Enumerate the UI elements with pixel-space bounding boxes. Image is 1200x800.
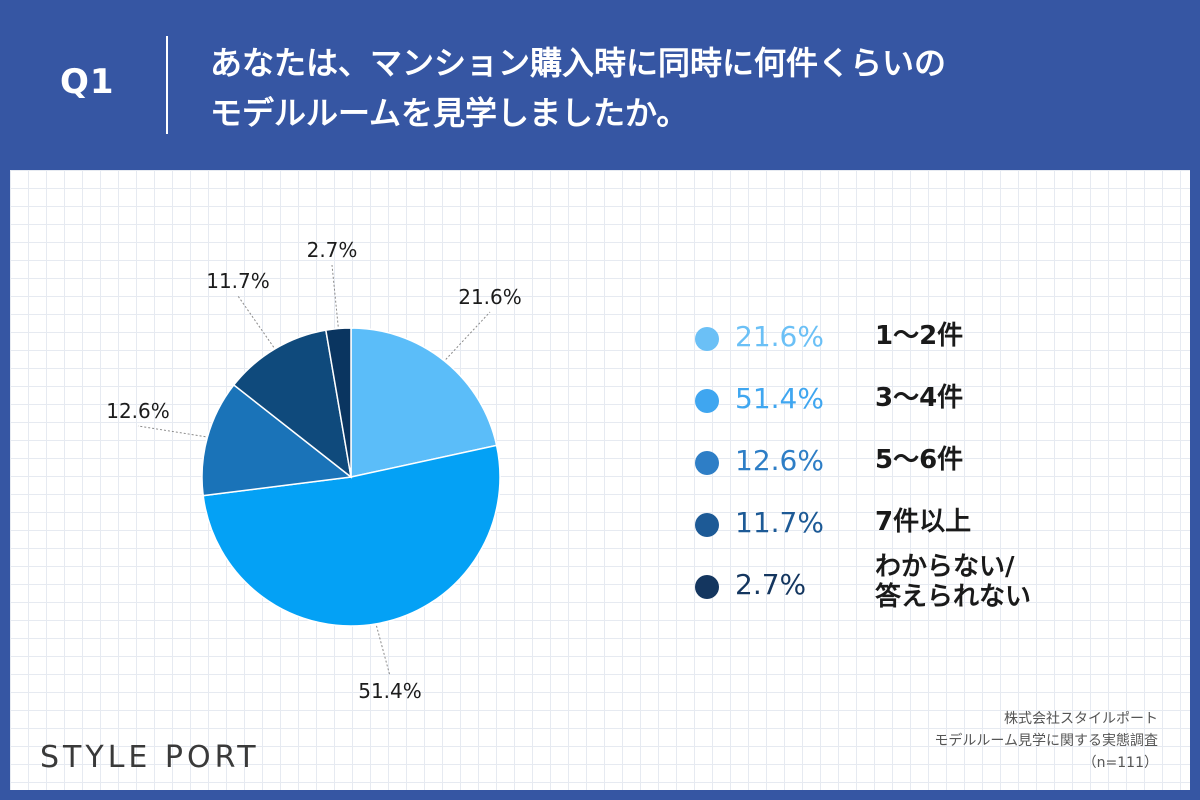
legend-dot-icon bbox=[695, 389, 719, 413]
legend-item: 2.7% わからない/ 答えられない bbox=[695, 552, 1115, 612]
leader-lines bbox=[137, 264, 491, 677]
pie-slices bbox=[201, 327, 501, 627]
legend-item: 21.6% 1〜2件 bbox=[695, 318, 1115, 358]
pie-slice bbox=[232, 329, 353, 479]
header-banner: Q1 あなたは、マンション購入時に同時に何件くらいの モデルルームを見学しました… bbox=[0, 0, 1200, 170]
pie-data-label: 2.7% bbox=[307, 238, 358, 262]
legend-category: 7件以上 bbox=[875, 507, 971, 537]
legend-category-line: 3〜4件 bbox=[875, 383, 964, 413]
question-title-line-1: あなたは、マンション購入時に同時に何件くらいの bbox=[210, 44, 947, 82]
pie-data-label: 21.6% bbox=[458, 285, 522, 309]
leader-line bbox=[237, 295, 275, 348]
legend-category-line: 答えられない bbox=[875, 582, 1032, 612]
legend-category-line: 5〜6件 bbox=[875, 445, 964, 475]
legend-category-line: わからない/ bbox=[875, 552, 1015, 582]
pie-data-label: 11.7% bbox=[206, 269, 270, 293]
legend-dot-icon bbox=[695, 575, 719, 599]
question-title: あなたは、マンション購入時に同時に何件くらいの モデルルームを見学しましたか。 bbox=[210, 38, 1160, 138]
header-divider bbox=[166, 36, 168, 134]
pie-data-label: 12.6% bbox=[106, 399, 170, 423]
pie-slice bbox=[202, 444, 501, 627]
pie-slice bbox=[201, 383, 353, 497]
legend-value: 2.7% bbox=[735, 568, 807, 601]
leader-line bbox=[331, 264, 339, 327]
source-note: 株式会社スタイルポート モデルルーム見学に関する実態調査 （n=111） bbox=[758, 708, 1158, 774]
legend-item: 51.4% 3〜4件 bbox=[695, 380, 1115, 420]
legend-item: 11.7% 7件以上 bbox=[695, 504, 1115, 544]
legend-dot-icon bbox=[695, 513, 719, 537]
legend-category: 1〜2件 bbox=[875, 321, 963, 351]
legend-value: 21.6% bbox=[735, 320, 824, 353]
leader-line bbox=[137, 425, 206, 438]
pie-slice bbox=[350, 327, 498, 478]
legend-value: 51.4% bbox=[735, 382, 824, 415]
legend-category: わからない/ 答えられない bbox=[875, 552, 1031, 612]
legend-value: 11.7% bbox=[735, 506, 824, 539]
source-company: 株式会社スタイルポート bbox=[1004, 711, 1158, 727]
source-sample-size: （n=111） bbox=[1082, 755, 1158, 771]
leader-line bbox=[376, 625, 391, 677]
legend-category-line: 7件以上 bbox=[875, 507, 972, 537]
source-survey: モデルルーム見学に関する実態調査 bbox=[934, 733, 1158, 749]
pie-slice bbox=[324, 327, 352, 478]
chart-card: 21.6% 51.4% 12.6% 11.7% 2.7% 21.6% 1〜2件 51.4… bbox=[10, 170, 1190, 790]
legend-category-line: 1〜2件 bbox=[875, 321, 964, 351]
legend-category: 5〜6件 bbox=[875, 445, 963, 475]
legend-item: 12.6% 5〜6件 bbox=[695, 442, 1115, 482]
legend-dot-icon bbox=[695, 451, 719, 475]
pie-data-label: 51.4% bbox=[358, 679, 422, 703]
pie-data-labels: 21.6% 51.4% 12.6% 11.7% 2.7% bbox=[106, 238, 522, 703]
legend-value: 12.6% bbox=[735, 444, 824, 477]
leader-line bbox=[445, 311, 491, 360]
pie-chart: 21.6% 51.4% 12.6% 11.7% 2.7% bbox=[106, 238, 522, 703]
question-title-line-2: モデルルームを見学しましたか。 bbox=[210, 94, 689, 132]
question-number: Q1 bbox=[60, 62, 115, 102]
legend-dot-icon bbox=[695, 327, 719, 351]
style-port-logo: STYLE PORT bbox=[40, 740, 260, 775]
legend-category: 3〜4件 bbox=[875, 383, 963, 413]
